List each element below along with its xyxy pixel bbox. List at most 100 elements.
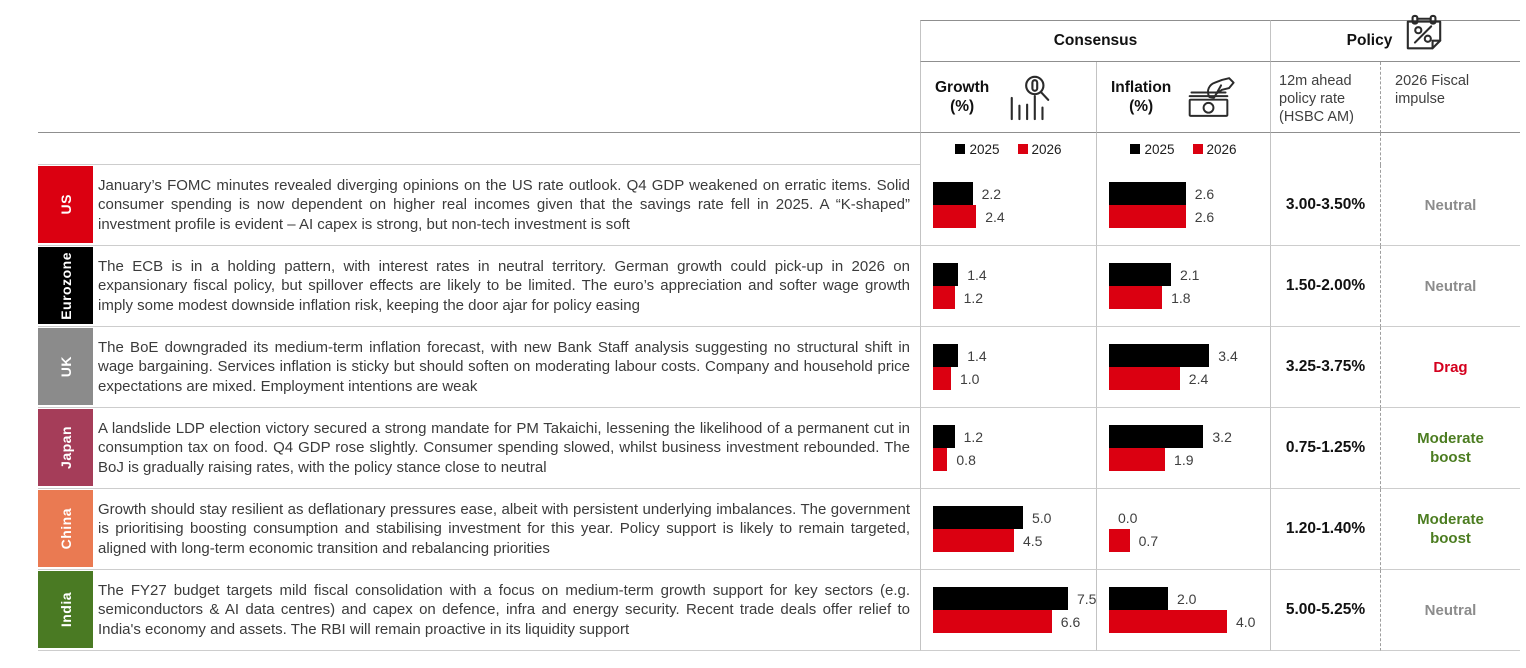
growth-bar-2025: 2.2: [933, 182, 1096, 205]
policy-group-header: Policy: [1270, 14, 1520, 62]
growth-bar-2025: 1.2: [933, 425, 1096, 448]
growth-chart: 1.2 0.8: [920, 408, 1096, 489]
bar-value: 6.6: [1060, 613, 1081, 630]
commentary-cell: January’s FOMC minutes revealed divergin…: [93, 165, 920, 246]
bar-value: 2.6: [1194, 185, 1215, 202]
bar-2025: [933, 344, 959, 367]
bar-value: 1.2: [963, 428, 984, 445]
bar-value: 4.0: [1236, 613, 1256, 630]
bar-value: 1.0: [960, 370, 980, 387]
commentary-text: Growth should stay resilient as deflatio…: [98, 500, 910, 557]
inflation-chart: 3.4 2.4: [1096, 327, 1270, 408]
legend-2026: 2026: [1192, 142, 1237, 157]
inflation-bar-2025: 0.0: [1109, 506, 1270, 529]
consensus-label: Consensus: [1053, 32, 1138, 49]
bar-2025: [933, 587, 1068, 610]
commentary-cell: The FY27 budget targets mild fiscal cons…: [93, 570, 920, 651]
fiscal-impulse-value: Drag: [1380, 327, 1520, 408]
growth-bar-2025: 5.0: [933, 506, 1096, 529]
inflation-bar-2026: 4.0: [1109, 610, 1270, 633]
legend-fiscal-spacer: [1380, 133, 1520, 165]
bar-value: 3.2: [1212, 428, 1232, 445]
policy-rate-column-header: 12m ahead policy rate (HSBC AM): [1270, 62, 1380, 133]
inflation-bar-2025: 2.1: [1109, 263, 1270, 286]
bar-value: 5.0: [1032, 509, 1052, 526]
region-label: UK: [38, 328, 93, 405]
legend-rate-spacer: [1270, 133, 1380, 165]
bar-value: 1.4: [967, 347, 987, 364]
bar-2025: [933, 425, 955, 448]
policy-rate-value: 3.25-3.75%: [1270, 327, 1380, 408]
bar-2026: [933, 286, 955, 309]
legend-2025-swatch: [955, 144, 966, 154]
fiscal-impulse-value: Moderate boost: [1380, 408, 1520, 489]
growth-bar-2026: 2.4: [933, 205, 1096, 228]
inflation-bar-2026: 0.7: [1109, 529, 1270, 552]
legend-2026-swatch: [1192, 144, 1203, 154]
legend-2025: 2025: [955, 142, 1000, 157]
bar-2026: [1109, 205, 1186, 228]
bar-2025: [933, 263, 959, 286]
outlook-grid: Consensus Policy Growth (%): [38, 14, 1520, 651]
bar-2025: [1109, 587, 1168, 610]
bar-value: 3.4: [1218, 347, 1238, 364]
fiscal-impulse-column-header: 2026 Fiscal impulse: [1380, 62, 1520, 133]
inflation-bar-2025: 3.2: [1109, 425, 1270, 448]
region-name: China: [57, 507, 74, 550]
bar-value: 1.4: [967, 266, 987, 283]
policy-label: Policy: [1346, 32, 1393, 49]
bar-value: 2.0: [1177, 590, 1197, 607]
growth-chart: 1.4 1.0: [920, 327, 1096, 408]
legend-2025-swatch: [1130, 144, 1141, 154]
region-label: China: [38, 490, 93, 567]
bar-2026: [1109, 448, 1166, 471]
region-name: India: [57, 591, 74, 628]
growth-chart: 7.5 6.6: [920, 570, 1096, 651]
inflation-bar-2026: 2.4: [1109, 367, 1270, 390]
inflation-bar-2026: 1.8: [1109, 286, 1270, 309]
commentary-cell: The BoE downgraded its medium-term infla…: [93, 327, 920, 408]
inflation-bar-2025: 2.6: [1109, 182, 1270, 205]
region-cell: Eurozone: [38, 246, 93, 327]
bar-2025: [1109, 263, 1171, 286]
region-cell: UK: [38, 327, 93, 408]
commentary-text: January’s FOMC minutes revealed divergin…: [98, 176, 910, 233]
header-spacer: [38, 20, 920, 62]
bar-2026: [933, 448, 948, 471]
legend-spacer: [38, 133, 920, 165]
commentary-text: The FY27 budget targets mild fiscal cons…: [98, 581, 910, 638]
growth-bar-2026: 0.8: [933, 448, 1096, 471]
bar-2026: [1109, 529, 1130, 552]
fiscal-impulse-value: Neutral: [1380, 570, 1520, 651]
bar-value: 0.7: [1138, 532, 1159, 549]
calendar-percent-icon: [1407, 14, 1442, 50]
region-label: US: [38, 166, 93, 243]
bar-value: 2.2: [981, 185, 1002, 202]
legend-2025: 2025: [1130, 142, 1175, 157]
region-name: US: [57, 194, 74, 215]
bar-chart-magnifier-icon: [1010, 75, 1050, 121]
inflation-chart: 2.0 4.0: [1096, 570, 1270, 651]
commentary-cell: The ECB is in a holding pattern, with in…: [93, 246, 920, 327]
inflation-bar-2025: 3.4: [1109, 344, 1270, 367]
region-label: India: [38, 571, 93, 648]
bar-2025: [1109, 344, 1210, 367]
policy-rate-value: 0.75-1.25%: [1270, 408, 1380, 489]
bar-value: 1.2: [963, 289, 984, 306]
legend-2026-swatch: [1017, 144, 1028, 154]
inflation-chart: 2.1 1.8: [1096, 246, 1270, 327]
bar-2025: [933, 506, 1023, 529]
fiscal-impulse-value: Moderate boost: [1380, 489, 1520, 570]
inflation-column-header: Inflation (%): [1096, 62, 1270, 133]
bar-value: 0.8: [956, 451, 976, 468]
policy-rate-value: 1.50-2.00%: [1270, 246, 1380, 327]
region-label: Eurozone: [38, 247, 93, 324]
inflation-legend: 2025 2026: [1096, 133, 1270, 165]
region-name: UK: [57, 355, 74, 378]
commentary-text: A landslide LDP election victory secured…: [98, 419, 910, 476]
bar-value: 0.0: [1118, 509, 1138, 526]
region-name: Eurozone: [57, 251, 74, 320]
region-label: Japan: [38, 409, 93, 486]
region-cell: Japan: [38, 408, 93, 489]
